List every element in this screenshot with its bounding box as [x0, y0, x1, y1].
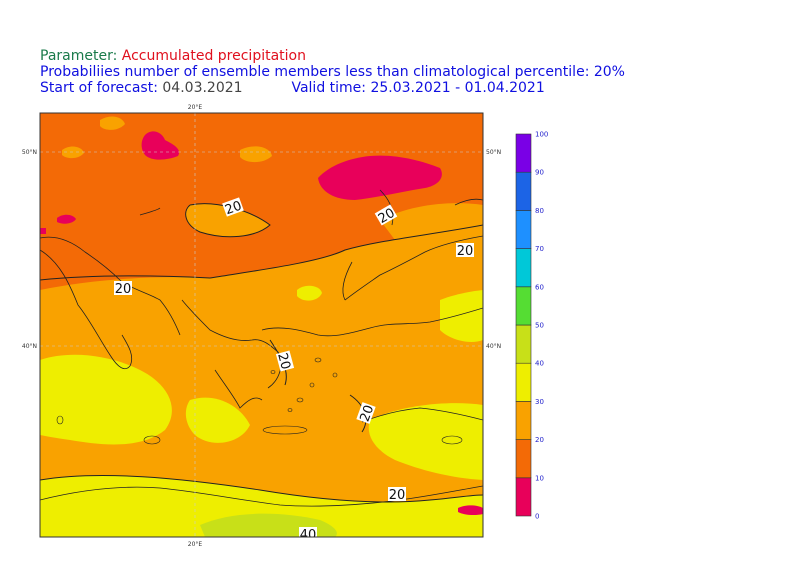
contour-label: 20	[376, 206, 398, 227]
map-frame	[39, 112, 484, 538]
contour-label: 20	[358, 403, 378, 424]
contour-label: 40	[300, 528, 317, 543]
parameter-line: Parameter: Accumulated precipitation	[40, 48, 306, 64]
field-30-40-ne	[440, 290, 483, 342]
colorbar-tick-label: 90	[535, 169, 544, 177]
field-0-10-nw	[141, 131, 180, 160]
colorbar-tick-label: 0	[535, 513, 539, 521]
colorbar-segment	[515, 171, 532, 211]
colorbar-tick-label: 20	[535, 436, 544, 444]
colorbar-tick-label: 70	[535, 245, 544, 253]
field-30-40-east	[368, 403, 483, 480]
colorbar-segment	[515, 324, 532, 364]
field-30-40-central	[185, 397, 250, 443]
field-0-10-north	[318, 155, 442, 200]
colorbar-segment	[515, 439, 532, 479]
colorbar-segment	[515, 248, 532, 288]
field-0-10-se	[458, 505, 483, 516]
colorbar-segment	[515, 286, 532, 326]
colorbar-tick-label: 80	[535, 207, 544, 215]
colorbar-segment	[515, 210, 532, 249]
colorbar-tick-label: 10	[535, 474, 544, 482]
colorbar-tick-label: 30	[535, 398, 544, 406]
lon-label-top: 20°E	[188, 104, 203, 111]
colorbar-tick-label: 100	[535, 131, 548, 139]
colorbar: 0 10 20 30 40 50 60 70 80 90 100	[515, 131, 548, 521]
parameter-label: Parameter:	[40, 48, 118, 64]
field-20-30-north	[185, 203, 270, 237]
colorbar-tick-label: 50	[535, 322, 544, 330]
field-30-40-south	[40, 475, 483, 537]
start-label: Start of forecast:	[40, 80, 158, 96]
contour-label: 20	[223, 199, 244, 219]
time-line: Start of forecast: 04.03.2021 Valid time…	[40, 80, 545, 96]
start-value: 04.03.2021	[162, 80, 243, 96]
colorbar-segment	[515, 133, 532, 173]
lon-label-bottom: 20°E	[188, 541, 203, 548]
colorbar-segment	[515, 362, 532, 402]
colorbar-tick-label: 60	[535, 283, 544, 291]
lat-label-right-50: 50°N	[486, 149, 501, 156]
field-30-40-spot	[297, 285, 322, 301]
field-20-30-blob1	[100, 116, 125, 130]
contour-labels: 20 20 20 20 20 20 20 40	[114, 197, 474, 543]
lat-label-left-40: 40°N	[22, 343, 37, 350]
field-20-30	[40, 225, 483, 537]
subtitle: Probabiliies number of ensemble members …	[40, 64, 625, 80]
contour-label: 20	[115, 282, 132, 297]
colorbar-tick-label: 40	[535, 360, 544, 368]
field-20-30-east	[380, 203, 483, 255]
contour-label: 20	[457, 244, 474, 259]
graticule	[40, 113, 483, 537]
valid-label: Valid time:	[291, 80, 367, 96]
colorbar-segment	[515, 477, 532, 517]
lat-label-right-40: 40°N	[486, 343, 501, 350]
field-0-10-edge	[40, 228, 46, 234]
contour-label: 20	[274, 351, 293, 371]
parameter-value: Accumulated precipitation	[121, 48, 306, 64]
contour-label: 20	[389, 488, 406, 503]
valid-value: 25.03.2021 - 01.04.2021	[370, 80, 545, 96]
field-30-40-west	[40, 354, 172, 445]
colorbar-segment	[515, 401, 532, 440]
field-0-10-w	[57, 214, 76, 224]
islands	[56, 357, 463, 445]
lat-label-left-50: 50°N	[22, 149, 37, 156]
map-field: 20 20 20 20 20 20 20 40	[40, 113, 483, 543]
field-20-30-blob3	[240, 146, 272, 163]
